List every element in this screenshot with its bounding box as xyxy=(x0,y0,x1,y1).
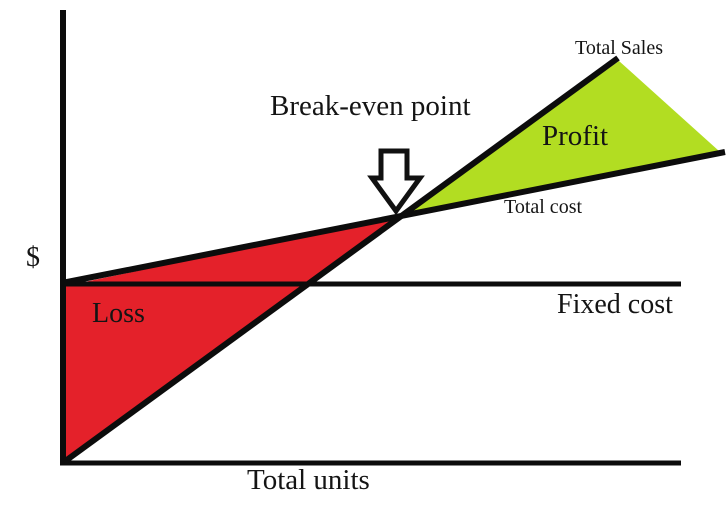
loss-region-label: Loss xyxy=(92,298,145,329)
break-even-label: Break-even point xyxy=(270,90,471,122)
total-sales-line-label: Total Sales xyxy=(575,37,664,59)
total-sales-line xyxy=(62,55,620,465)
total-cost-line-label: Total cost xyxy=(504,196,583,218)
profit-region-label: Profit xyxy=(542,120,609,152)
y-axis-label: $ xyxy=(26,242,40,273)
fixed-cost-line-label: Fixed cost xyxy=(557,289,673,320)
total-cost-line xyxy=(61,149,726,286)
break-even-arrow-icon xyxy=(367,148,425,216)
x-axis-label: Total units xyxy=(247,464,370,496)
profit-region xyxy=(398,61,719,216)
